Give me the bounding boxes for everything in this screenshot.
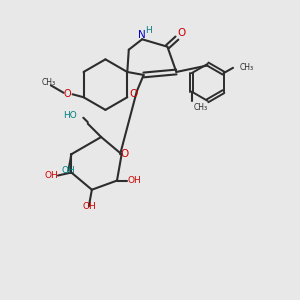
Text: CH₃: CH₃ (194, 103, 208, 112)
Text: O: O (63, 89, 71, 99)
Text: OH: OH (44, 171, 58, 180)
Text: O: O (121, 149, 129, 159)
Text: O: O (177, 28, 185, 38)
Text: H: H (145, 26, 152, 35)
Text: OH: OH (61, 166, 75, 175)
Text: CH₃: CH₃ (240, 63, 254, 72)
Text: O: O (129, 89, 137, 99)
Text: OH: OH (128, 176, 141, 185)
Text: CH₃: CH₃ (42, 79, 56, 88)
Text: HO: HO (63, 111, 76, 120)
Text: N: N (138, 30, 146, 40)
Text: OH: OH (82, 202, 96, 211)
